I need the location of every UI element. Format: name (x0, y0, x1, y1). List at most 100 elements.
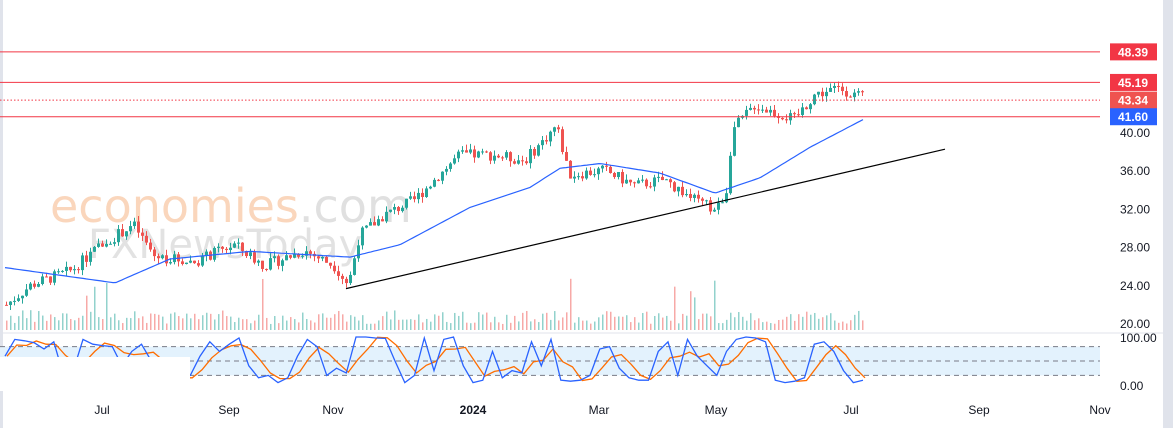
candle-body (457, 151, 460, 159)
candle-body (417, 192, 420, 200)
candle-body (841, 86, 844, 92)
volume-bar (98, 317, 100, 330)
candle-body (561, 129, 564, 152)
volume-bar (270, 323, 272, 330)
candle-body (253, 252, 256, 263)
volume-bar (466, 322, 468, 330)
volume-bar (538, 322, 540, 330)
candle-body (445, 168, 448, 172)
volume-bar (334, 314, 336, 330)
candle-body (385, 211, 388, 222)
volume-bar (674, 286, 676, 330)
volume-bar (646, 311, 648, 330)
candle-body (441, 171, 444, 181)
volume-bar (238, 317, 240, 330)
volume-bar (54, 317, 56, 330)
volume-bar (690, 291, 692, 330)
candle-body (429, 186, 432, 189)
candle-body (217, 246, 220, 248)
volume-bar (626, 315, 628, 330)
candle-body (105, 243, 108, 247)
time-tick-label: 2024 (460, 403, 487, 417)
volume-bar (670, 320, 672, 330)
volume-bar (142, 316, 144, 330)
left-border (0, 0, 3, 428)
candle-body (705, 200, 708, 202)
candle-body (537, 145, 540, 156)
volume-bar (834, 320, 836, 330)
volume-bar (86, 295, 88, 330)
level-tag (1110, 91, 1157, 109)
candle-body (693, 194, 696, 198)
candle-body (657, 176, 660, 178)
candle-body (97, 243, 100, 247)
candle-body (597, 168, 600, 175)
candle-body (685, 194, 688, 196)
candle-body (589, 170, 592, 175)
candle-body (77, 269, 80, 271)
level-tag (1110, 108, 1157, 126)
time-tick-label: Sep (968, 403, 990, 417)
volume-bar (102, 319, 104, 330)
candle-body (377, 219, 380, 226)
candle-body (117, 229, 120, 243)
candle-body (381, 219, 384, 222)
volume-bar (30, 310, 32, 330)
volume-bar (590, 323, 592, 330)
candle-body (137, 221, 140, 233)
candle-body (205, 251, 208, 256)
volume-bar (754, 320, 756, 330)
candle-body (433, 179, 436, 187)
candle-body (601, 165, 604, 169)
candle-body (621, 171, 624, 184)
candle-body (829, 87, 832, 92)
volume-bar (338, 310, 340, 330)
candle-body (781, 117, 784, 120)
candle-body (81, 255, 84, 271)
candle-body (25, 289, 28, 296)
candle-body (449, 163, 452, 169)
volume-bar (74, 320, 76, 330)
candle-body (145, 235, 148, 243)
volume-bar (198, 319, 200, 330)
volume-bar (650, 323, 652, 330)
right-scrollbar[interactable] (1163, 0, 1173, 428)
candle-body (133, 221, 136, 227)
volume-bar (226, 316, 228, 330)
candle-body (425, 188, 428, 198)
volume-bar (506, 314, 508, 330)
candle-body (273, 256, 276, 259)
occlusion-box (0, 357, 190, 391)
volume-bar (774, 323, 776, 330)
candle-body (509, 152, 512, 162)
candle-body (65, 266, 68, 271)
volume-bar (150, 313, 152, 330)
volume-bar (718, 323, 720, 330)
volume-bar (782, 319, 784, 330)
candle-body (309, 251, 312, 254)
volume-bar (730, 312, 732, 330)
volume-bar (678, 323, 680, 330)
volume-bar (446, 321, 448, 330)
volume-bar (570, 278, 572, 330)
candle-body (473, 149, 476, 158)
candle-body (713, 209, 716, 212)
candle-body (421, 192, 424, 198)
candle-body (365, 225, 368, 228)
volume-bar (614, 316, 616, 330)
volume-bar (170, 313, 172, 330)
volume-bar (78, 317, 80, 330)
candle-body (241, 242, 244, 251)
candle-body (201, 255, 204, 266)
candle-body (605, 165, 608, 167)
time-tick-label: Nov (322, 403, 343, 417)
candle-body (101, 243, 104, 247)
candle-body (633, 182, 636, 184)
candle-body (661, 176, 664, 181)
volume-bar (286, 320, 288, 330)
candle-body (157, 256, 160, 259)
time-tick-label: May (705, 403, 728, 417)
level-tag-label: 45.19 (1118, 76, 1148, 90)
volume-bar (134, 311, 136, 330)
